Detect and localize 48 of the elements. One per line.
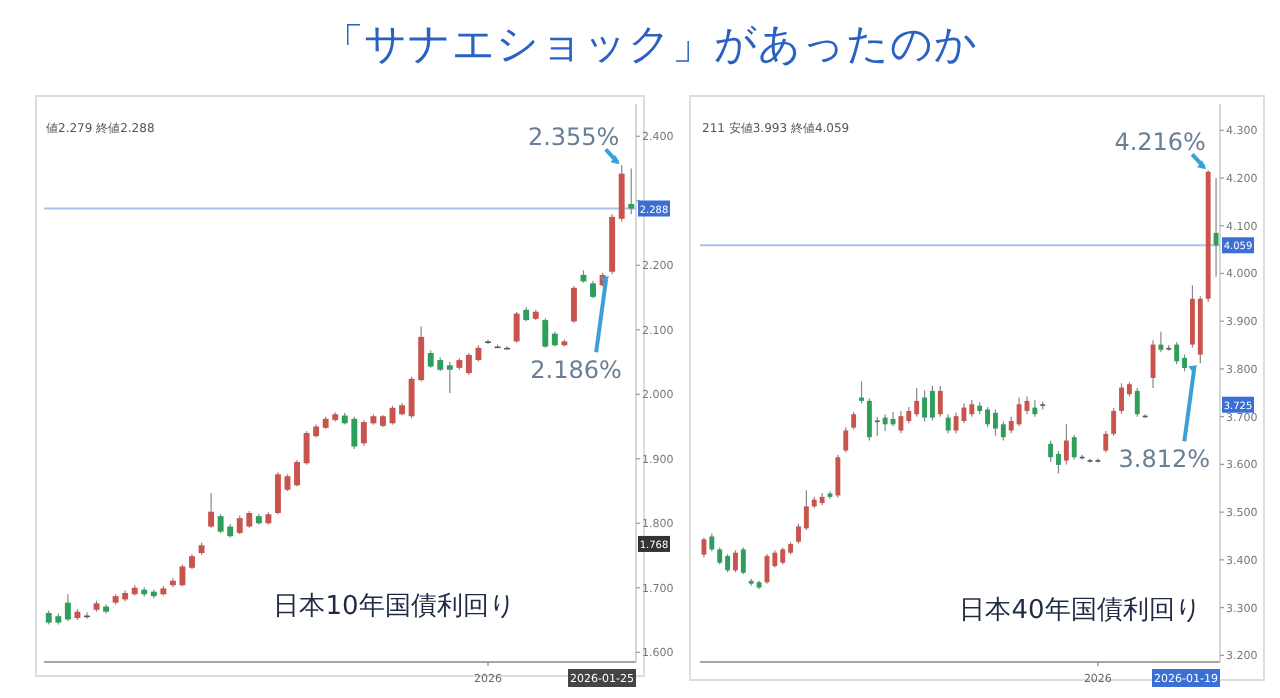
- candlestick: [843, 426, 849, 454]
- candlestick: [618, 164, 625, 223]
- candlestick: [1174, 341, 1180, 365]
- candlestick: [1048, 439, 1054, 463]
- candlestick: [513, 311, 520, 344]
- candlestick: [294, 459, 300, 488]
- candlestick: [570, 285, 577, 324]
- candlestick: [1189, 284, 1195, 349]
- candlestick: [1103, 430, 1109, 454]
- candlestick: [725, 553, 731, 573]
- candlestick: [985, 406, 991, 428]
- candlestick: [701, 536, 707, 559]
- candlestick: [274, 471, 281, 515]
- candlestick: [1016, 396, 1022, 427]
- candlestick: [1071, 434, 1077, 461]
- candlestick: [1063, 423, 1069, 465]
- candlestick: [929, 385, 935, 422]
- candlestick: [898, 410, 904, 434]
- candlestick: [866, 397, 872, 442]
- candlestick: [1000, 420, 1006, 442]
- candlestick: [937, 385, 943, 418]
- candlestick: [740, 546, 746, 575]
- annotation: 3.812%: [1118, 445, 1211, 474]
- candlestick: [914, 387, 920, 418]
- text: 日本40年国債利回り: [959, 596, 1201, 626]
- candlestick: [961, 402, 967, 424]
- annotation: 2.355%: [527, 123, 620, 152]
- chart-title: 「サナエショック」があったのか: [322, 20, 978, 68]
- candlestick: [1056, 450, 1061, 475]
- candlestick: [1134, 387, 1140, 418]
- candlestick: [1158, 331, 1164, 353]
- text: 日本10年国債利回り: [273, 592, 515, 622]
- candlestick: [922, 389, 927, 423]
- candlestick: [1111, 407, 1117, 437]
- candlestick: [208, 492, 215, 529]
- annotation: 2.186%: [530, 356, 622, 385]
- candlestick: [733, 549, 738, 573]
- candlestick: [945, 413, 951, 434]
- candlestick: [874, 416, 880, 437]
- candlestick: [993, 408, 998, 437]
- candlestick: [446, 361, 453, 394]
- annotation: 4.216%: [1114, 128, 1206, 157]
- candlestick: [859, 380, 864, 404]
- candlestick: [542, 317, 549, 349]
- candlestick: [1119, 382, 1124, 415]
- candlestick: [953, 412, 959, 434]
- candlestick: [835, 454, 841, 499]
- candlestick: [64, 593, 71, 622]
